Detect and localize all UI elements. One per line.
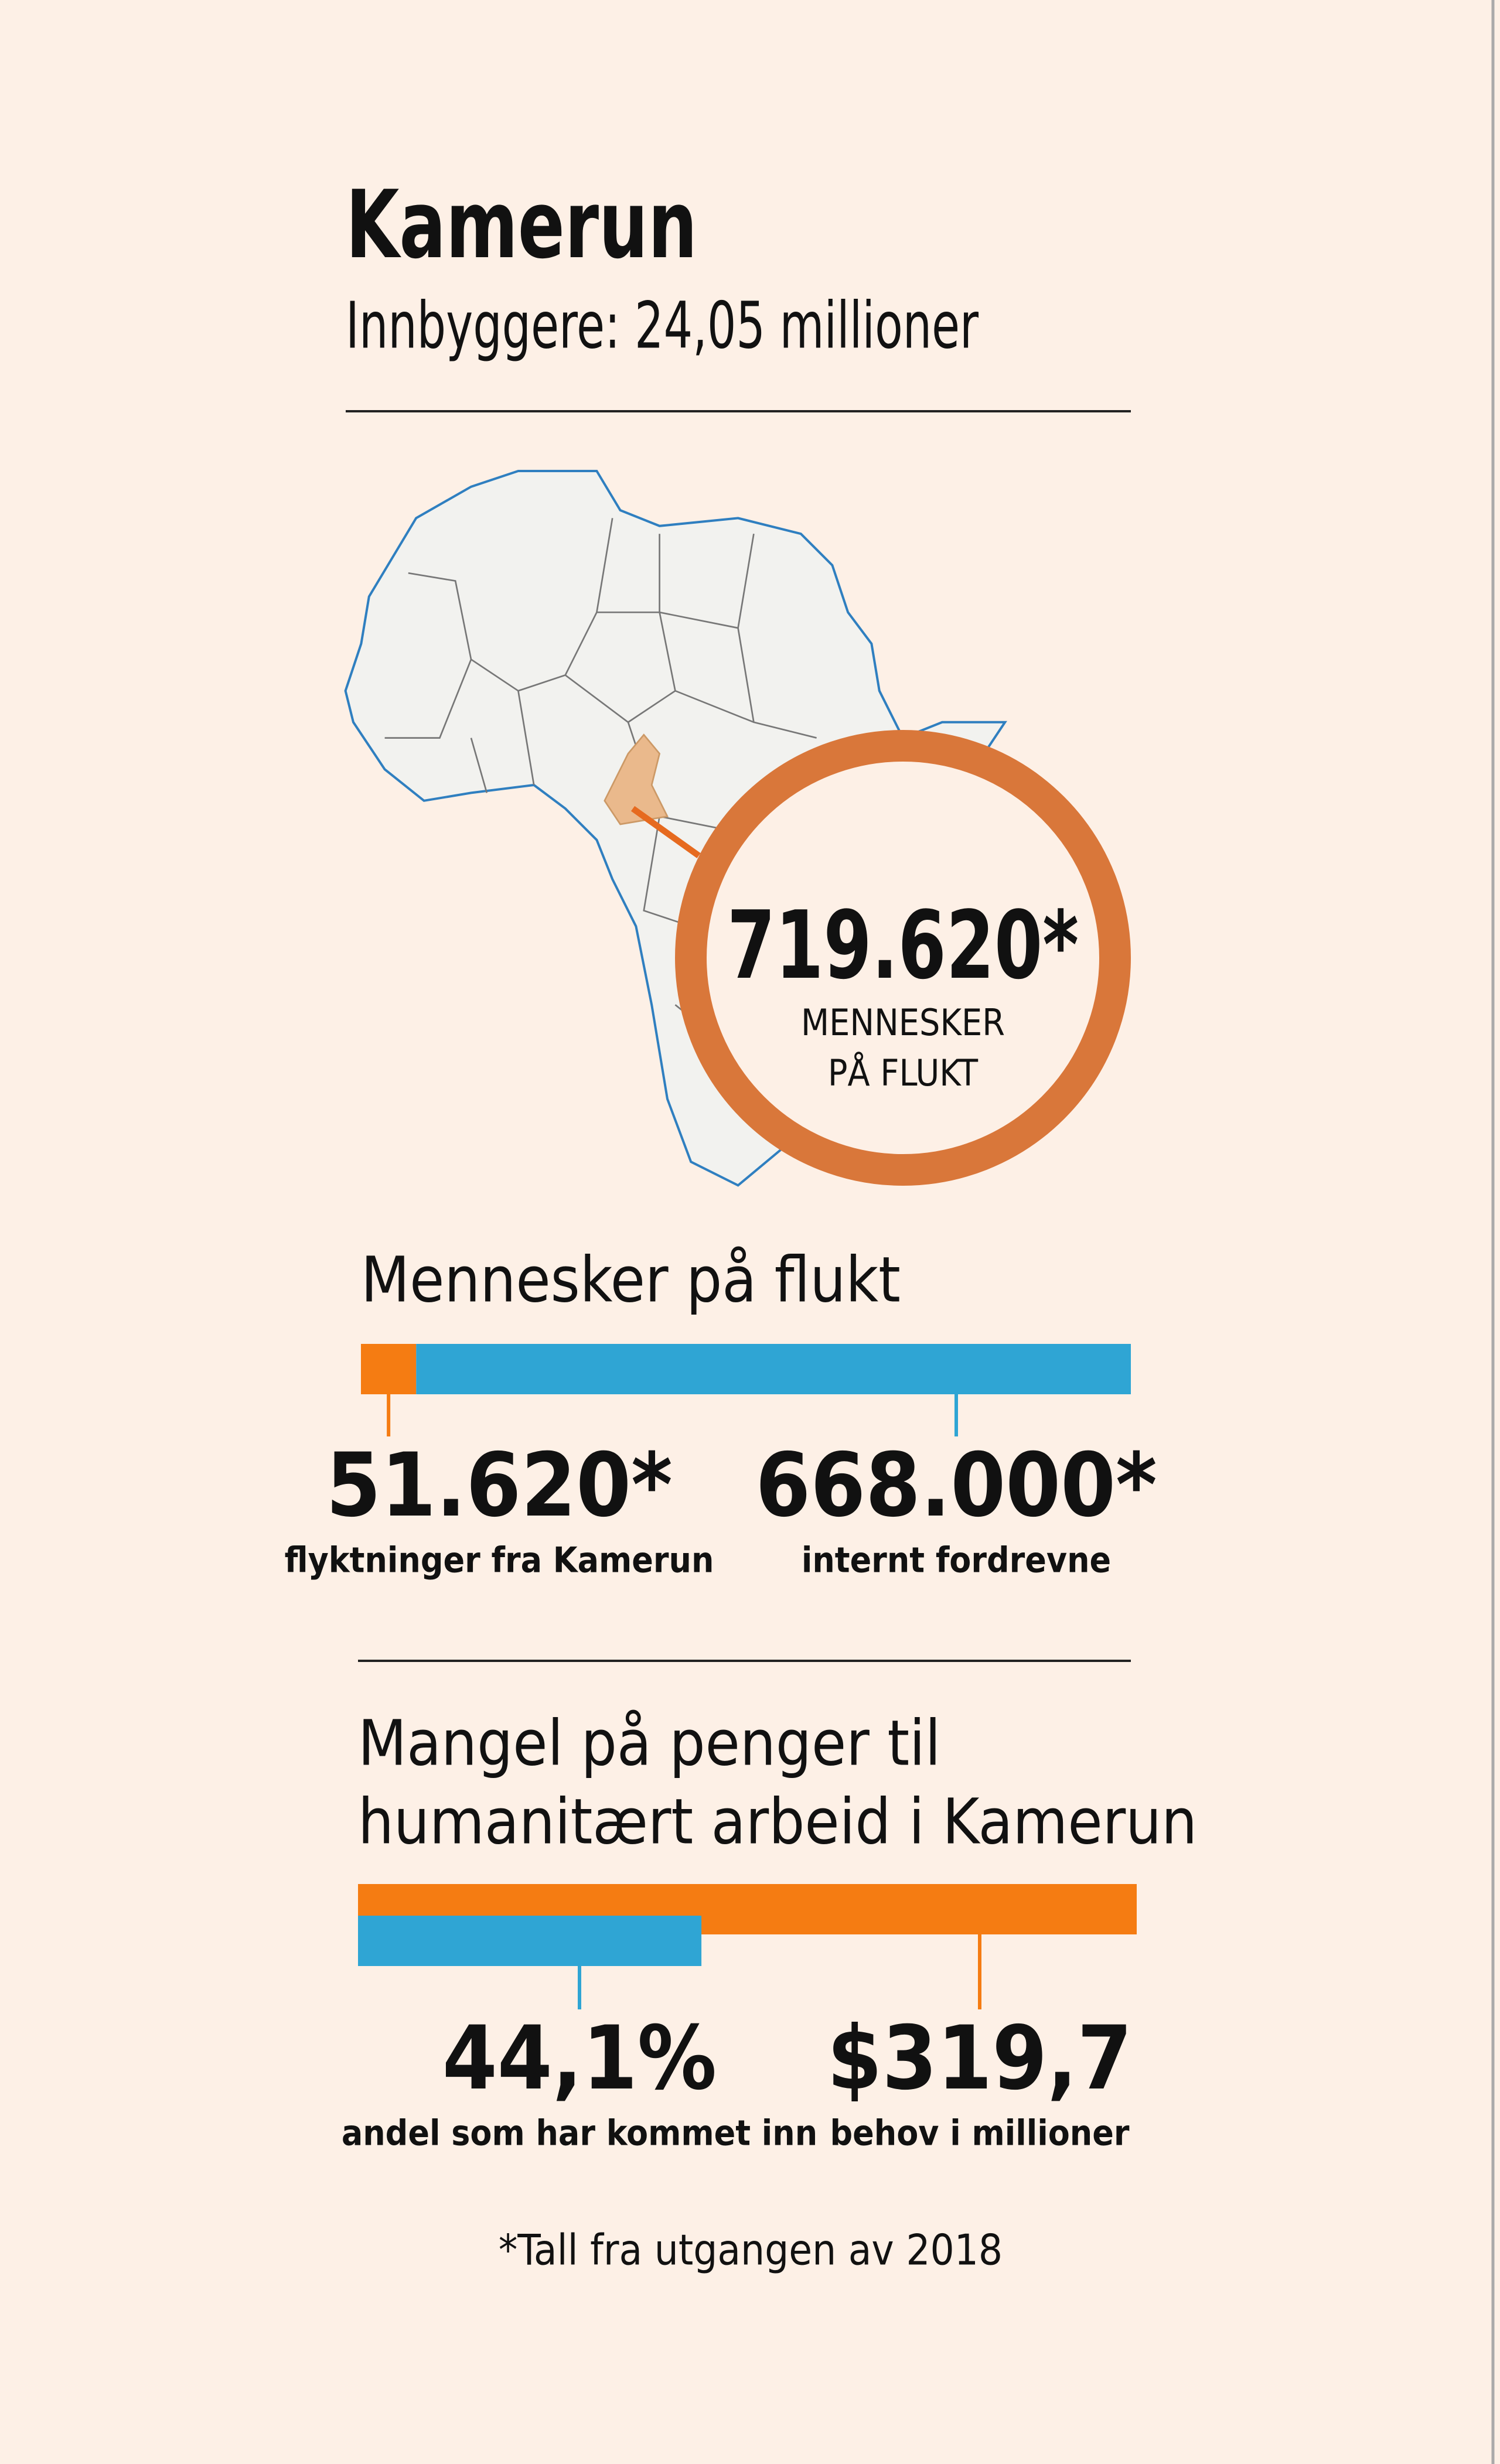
subtitle: Innbyggere: 24,05 millioner xyxy=(346,288,979,363)
series-label: behov i millioner xyxy=(830,2113,1130,2154)
africa-map xyxy=(344,469,1007,1187)
callout-circle xyxy=(675,730,1131,1186)
title: Kamerun xyxy=(346,170,697,279)
bar-segment xyxy=(361,1344,417,1394)
footnote: *Tall fra utgangen av 2018 xyxy=(499,2226,1003,2275)
series-label: andel som har kommet inn xyxy=(342,2113,817,2154)
callout-caption: MENNESKER xyxy=(801,1001,1005,1044)
total-number: 719.620* xyxy=(727,890,1079,1000)
share-bar xyxy=(358,1916,702,1966)
section-title: humanitært arbeid i Kamerun xyxy=(358,1786,1197,1858)
callout-caption: PÅ FLUKT xyxy=(828,1052,979,1094)
bar-segment xyxy=(416,1344,1131,1394)
series-label: flyktninger fra Kamerun xyxy=(285,1540,714,1581)
value-label: 668.000* xyxy=(755,1435,1157,1537)
value-label: 51.620* xyxy=(326,1435,672,1537)
section-title: Mennesker på flukt xyxy=(361,1244,901,1316)
section-title: Mangel på penger til xyxy=(358,1707,941,1780)
value-label: 44,1% xyxy=(442,2008,717,2110)
series-label: internt fordrevne xyxy=(802,1540,1111,1581)
value-label: $319,7 xyxy=(827,2008,1133,2110)
